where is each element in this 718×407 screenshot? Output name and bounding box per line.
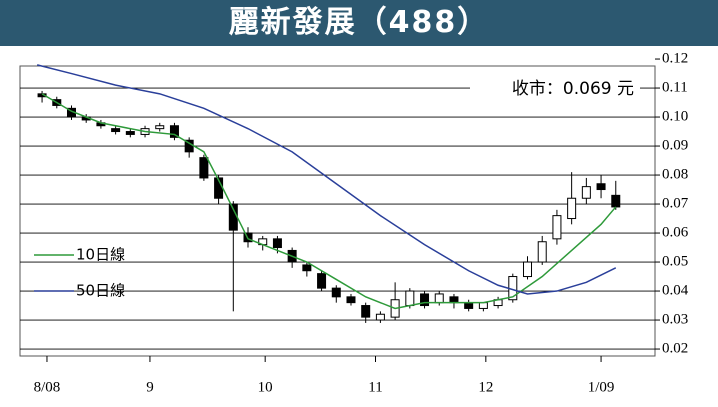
candle-body: [169, 125, 179, 138]
candle-body: [552, 215, 562, 240]
candle-body: [272, 238, 282, 249]
candle-body: [464, 302, 474, 309]
x-tick-label: 11: [368, 379, 382, 395]
y-tick-label: 0.05: [662, 253, 688, 269]
candle-body: [405, 290, 415, 307]
candle-body: [346, 296, 356, 304]
y-tick-label: 0.04: [662, 282, 689, 298]
y-tick-label: 0.03: [662, 311, 688, 327]
candle-body: [375, 313, 385, 321]
y-tick-label: 0.09: [662, 137, 688, 153]
candle-body: [523, 261, 533, 278]
candle-body: [37, 93, 47, 98]
x-tick-label: 12: [478, 379, 493, 395]
candle-body: [449, 296, 459, 304]
candle-body: [331, 287, 341, 298]
candle-body: [111, 128, 121, 133]
y-tick-label: 0.08: [662, 166, 688, 182]
candle-body: [317, 273, 327, 289]
x-tick-label: 10: [258, 379, 273, 395]
candle-body: [155, 125, 165, 130]
y-tick-label: 0.12: [662, 50, 688, 66]
candle-body: [567, 197, 577, 220]
chart: 0.02 0.03 0.04 0.05 0.06 0.07 0.08 0.09 0.10 0.11…: [19, 50, 689, 395]
candle-body: [611, 194, 621, 208]
candle-body: [596, 183, 606, 191]
legend-label: 50日線: [76, 282, 125, 300]
candle-body: [420, 293, 430, 307]
candle-body: [478, 302, 488, 309]
x-tick-label: 1/09: [588, 379, 615, 395]
chart-title: 麗新發展（488）: [0, 0, 718, 46]
legend-label: 10日線: [76, 246, 125, 264]
candle-body: [199, 157, 209, 179]
annotation-bg: [470, 76, 640, 102]
candle-body: [302, 264, 312, 272]
y-tick-label: 0.02: [662, 340, 688, 356]
candle-body: [537, 241, 547, 263]
y-tick-label: 0.06: [662, 224, 689, 240]
candle-body: [581, 186, 591, 199]
candle-body: [434, 293, 444, 304]
x-tick-label: 9: [146, 379, 154, 395]
y-tick-label: 0.10: [662, 108, 688, 124]
plot-frame: [19, 65, 656, 357]
candle-body: [361, 305, 371, 318]
x-tick-label: 8/08: [34, 379, 61, 395]
y-tick-label: 0.11: [662, 79, 688, 95]
y-tick-label: 0.07: [662, 195, 689, 211]
annotation: 收市：0.069 元: [512, 79, 634, 99]
ma-line: [41, 93, 617, 310]
candle-body: [125, 131, 135, 135]
ma-line: [36, 64, 617, 295]
